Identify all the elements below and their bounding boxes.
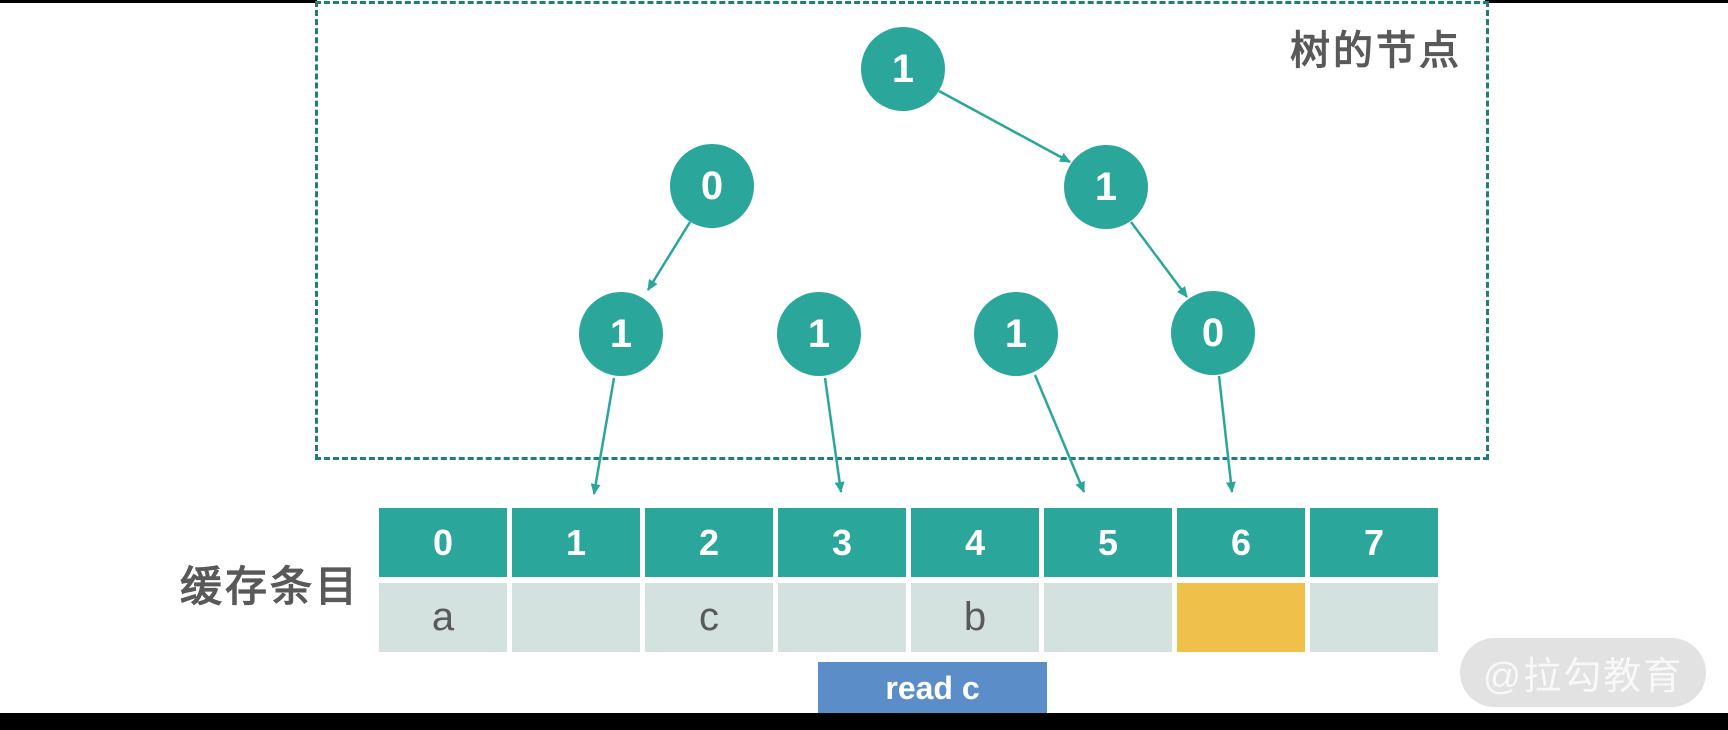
cache-table: 0 1 2 3 4 5 6 7 a c b — [379, 508, 1438, 652]
tree-nodes-dashed-box: 树的节点 — [315, 1, 1489, 460]
tree-node-leaf-3: 0 — [1171, 291, 1255, 375]
cache-index-cell-4: 4 — [911, 508, 1039, 577]
cache-index-cell-6: 6 — [1177, 508, 1305, 577]
cache-value-cell-2: c — [645, 583, 773, 652]
tree-node-left-child: 0 — [670, 144, 754, 228]
tree-node-leaf-0: 1 — [579, 292, 663, 376]
tree-node-leaf-2: 1 — [974, 292, 1058, 376]
read-c-button[interactable]: read c — [818, 662, 1047, 714]
bottom-border-bar — [0, 713, 1728, 730]
cache-index-cell-0: 0 — [379, 508, 507, 577]
cache-index-cell-2: 2 — [645, 508, 773, 577]
lagou-watermark: @拉勾教育 — [1460, 638, 1706, 707]
cache-value-cell-6-highlighted — [1177, 583, 1305, 652]
cache-value-cell-3 — [778, 583, 906, 652]
cache-index-cell-5: 5 — [1044, 508, 1172, 577]
top-border-right — [1485, 0, 1728, 3]
cache-index-cell-1: 1 — [512, 508, 640, 577]
cache-value-cell-1 — [512, 583, 640, 652]
tree-node-right-child: 1 — [1064, 145, 1148, 229]
cache-index-cell-3: 3 — [778, 508, 906, 577]
tree-node-leaf-1: 1 — [777, 292, 861, 376]
cache-entries-label: 缓存条目 — [180, 563, 361, 610]
tree-nodes-label: 树的节点 — [1290, 29, 1462, 73]
tree-node-root: 1 — [861, 27, 945, 111]
cache-index-cell-7: 7 — [1310, 508, 1438, 577]
cache-value-cell-7 — [1310, 583, 1438, 652]
cache-value-cell-4: b — [911, 583, 1039, 652]
top-border-left — [0, 0, 317, 3]
cache-value-cell-0: a — [379, 583, 507, 652]
cache-value-cell-5 — [1044, 583, 1172, 652]
